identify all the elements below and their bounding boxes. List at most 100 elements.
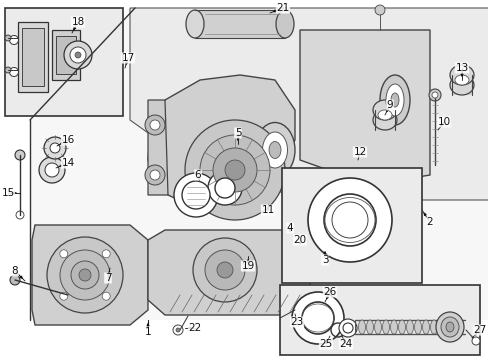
Ellipse shape (406, 320, 413, 334)
Circle shape (224, 160, 244, 180)
Ellipse shape (429, 320, 437, 334)
Bar (451, 75, 471, 95)
Text: 11: 11 (261, 205, 274, 215)
Ellipse shape (449, 65, 473, 85)
Bar (22, 28, 44, 86)
Polygon shape (32, 225, 148, 325)
Circle shape (64, 41, 92, 69)
Circle shape (338, 319, 356, 337)
Bar (195, 10, 285, 38)
Text: 7: 7 (104, 273, 111, 283)
Ellipse shape (422, 320, 428, 334)
Text: 5: 5 (234, 128, 241, 138)
Polygon shape (148, 230, 309, 315)
Ellipse shape (414, 320, 421, 334)
Circle shape (5, 35, 11, 41)
Bar (374, 110, 394, 130)
Ellipse shape (382, 320, 389, 334)
Ellipse shape (372, 110, 396, 130)
Bar (282, 168, 421, 283)
Circle shape (60, 250, 68, 258)
Bar (56, 36, 76, 74)
Circle shape (182, 181, 209, 209)
Ellipse shape (385, 84, 403, 116)
Text: 26: 26 (323, 287, 336, 297)
Ellipse shape (185, 10, 203, 38)
Circle shape (102, 250, 110, 258)
Ellipse shape (358, 320, 365, 334)
Circle shape (150, 120, 160, 130)
Text: 3: 3 (321, 255, 327, 265)
Text: 1: 1 (144, 327, 151, 337)
Circle shape (184, 120, 285, 220)
Circle shape (102, 292, 110, 300)
Circle shape (9, 36, 19, 45)
Text: 13: 13 (454, 63, 468, 73)
Circle shape (331, 202, 367, 238)
Circle shape (50, 143, 60, 153)
Ellipse shape (275, 10, 293, 38)
Circle shape (215, 178, 235, 198)
Circle shape (307, 178, 391, 262)
Polygon shape (299, 30, 429, 185)
Ellipse shape (398, 320, 405, 334)
Circle shape (428, 89, 440, 101)
Text: 12: 12 (353, 147, 366, 157)
Text: 21: 21 (276, 3, 289, 13)
Text: 24: 24 (339, 339, 352, 349)
Circle shape (294, 250, 305, 260)
Circle shape (217, 262, 232, 278)
Circle shape (79, 269, 91, 281)
Text: 18: 18 (71, 17, 84, 27)
Text: 14: 14 (61, 158, 75, 168)
Bar (280, 285, 479, 355)
Circle shape (60, 292, 68, 300)
Circle shape (173, 325, 183, 335)
Circle shape (150, 170, 160, 180)
Ellipse shape (390, 320, 397, 334)
Circle shape (291, 292, 343, 344)
Bar (18, 22, 48, 92)
Circle shape (5, 67, 11, 73)
Circle shape (213, 148, 257, 192)
Text: 4: 4 (286, 223, 293, 233)
Text: 19: 19 (241, 261, 254, 271)
Ellipse shape (445, 322, 453, 332)
Ellipse shape (366, 320, 373, 334)
Circle shape (297, 252, 302, 257)
Text: 16: 16 (61, 135, 75, 145)
Text: 25: 25 (319, 339, 332, 349)
Ellipse shape (262, 132, 287, 168)
Bar (52, 30, 80, 80)
Circle shape (15, 150, 25, 160)
Ellipse shape (374, 320, 381, 334)
Text: 23: 23 (290, 317, 303, 327)
Ellipse shape (372, 100, 396, 120)
Ellipse shape (435, 312, 463, 342)
Polygon shape (148, 100, 168, 195)
Circle shape (9, 68, 19, 77)
Ellipse shape (268, 141, 281, 158)
Circle shape (60, 250, 110, 300)
Ellipse shape (254, 122, 294, 177)
Text: 15: 15 (1, 188, 15, 198)
Polygon shape (148, 75, 294, 205)
Text: 6: 6 (194, 170, 201, 180)
Circle shape (10, 275, 20, 285)
Circle shape (75, 52, 81, 58)
Circle shape (47, 237, 123, 313)
Ellipse shape (390, 93, 398, 107)
Text: 22: 22 (188, 323, 201, 333)
Circle shape (145, 115, 164, 135)
Ellipse shape (454, 75, 468, 85)
Circle shape (16, 211, 24, 219)
Circle shape (70, 47, 86, 63)
Circle shape (45, 163, 59, 177)
Polygon shape (130, 8, 488, 200)
Text: 20: 20 (293, 235, 306, 245)
Text: 27: 27 (472, 325, 486, 335)
Circle shape (200, 135, 269, 205)
Ellipse shape (377, 110, 391, 120)
Text: 9: 9 (386, 100, 392, 110)
Text: 17: 17 (121, 53, 134, 63)
